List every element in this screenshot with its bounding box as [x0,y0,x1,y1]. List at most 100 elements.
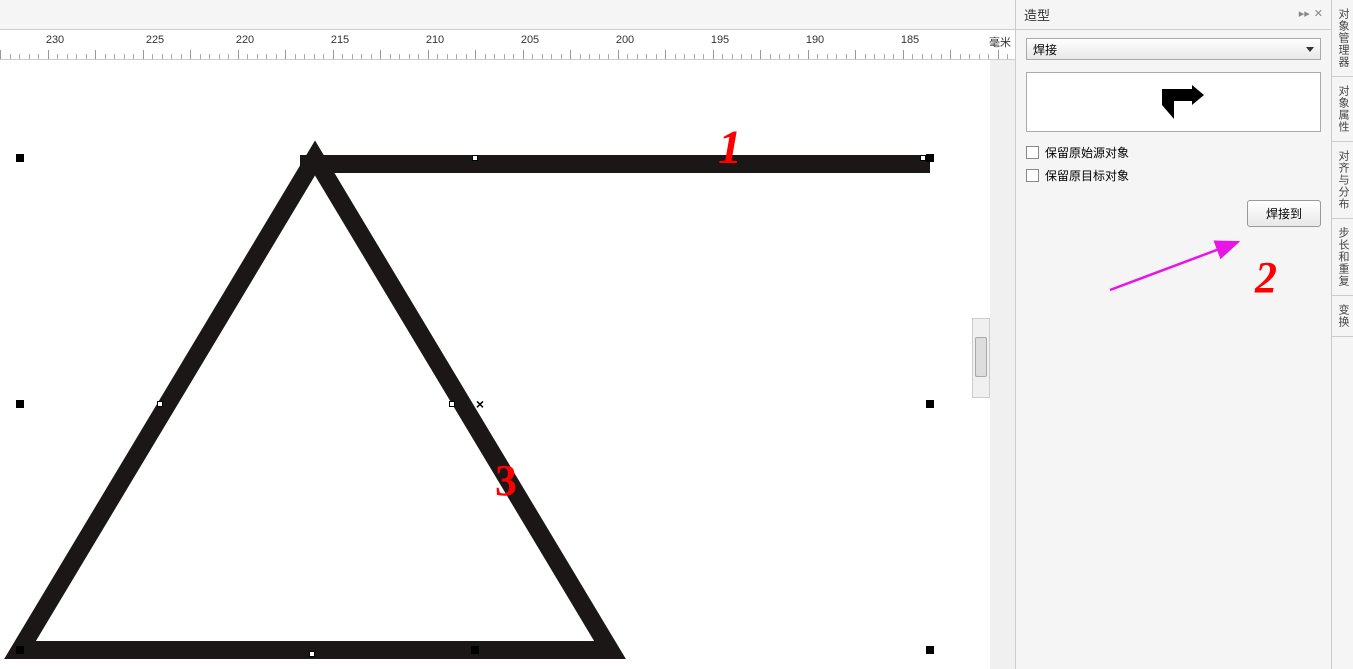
canvas-area[interactable]: ×13 [0,60,990,669]
ruler-tick [86,54,87,59]
selection-mid-handle[interactable] [309,651,315,657]
selection-mid-handle[interactable] [472,155,478,161]
selection-handle[interactable] [926,646,934,654]
ruler-tick-label: 185 [901,34,919,46]
ruler-tick [884,54,885,59]
keep-target-checkbox[interactable] [1026,169,1039,182]
ruler-tick [29,54,30,59]
ruler-tick [532,54,533,59]
ruler-tick [684,54,685,59]
ruler-tick [152,54,153,59]
selection-center-marker[interactable]: × [476,396,484,412]
ruler-tick [846,54,847,59]
chevron-down-icon [1306,47,1314,52]
selection-mid-handle[interactable] [449,401,455,407]
ruler-tick [380,50,381,59]
ruler-tick [827,54,828,59]
vtab-2[interactable]: 对齐与分布 [1332,142,1353,219]
preview-arrow-icon [1144,85,1204,119]
scrollbar-thumb[interactable] [975,337,987,377]
keep-source-checkbox[interactable] [1026,146,1039,159]
vtab-3[interactable]: 步长和重复 [1332,219,1353,296]
triangle-shape[interactable] [20,158,610,650]
ruler-tick [390,54,391,59]
ruler-tick [893,54,894,59]
keep-source-label: 保留原始源对象 [1045,144,1129,161]
ruler-tick [656,54,657,59]
keep-source-checkbox-row[interactable]: 保留原始源对象 [1026,144,1321,161]
ruler-tick [209,54,210,59]
vtab-4[interactable]: 变换 [1332,296,1353,337]
panel-close-icon[interactable]: ✕ [1314,9,1323,20]
ruler-tick [865,54,866,59]
ruler-tick [561,54,562,59]
ruler-tick-label: 225 [146,34,164,46]
weld-to-button[interactable]: 焊接到 [1247,200,1321,227]
shaping-mode-dropdown[interactable]: 焊接 [1026,38,1321,60]
selection-handle[interactable] [16,646,24,654]
horizontal-ruler: 毫米 230225220215210205200195190185 [0,30,1015,60]
vtab-0[interactable]: 对象管理器 [1332,0,1353,77]
ruler-tick [257,54,258,59]
ruler-tick [352,54,353,59]
keep-target-checkbox-row[interactable]: 保留原目标对象 [1026,167,1321,184]
selection-handle[interactable] [16,400,24,408]
ruler-tick [922,54,923,59]
canvas-scrollbar[interactable] [972,318,990,398]
panel-collapse-icon[interactable]: ▸▸ [1299,9,1310,20]
ruler-tick [219,54,220,59]
selection-handle[interactable] [471,646,479,654]
ruler-tick [323,54,324,59]
ruler-tick [979,54,980,59]
ruler-tick [266,54,267,59]
ruler-tick [276,54,277,59]
ruler-tick [361,54,362,59]
ruler-tick [836,54,837,59]
ruler-tick [903,50,904,59]
ruler-tick [342,54,343,59]
selection-handle[interactable] [16,154,24,162]
ruler-tick [570,50,571,59]
ruler-tick [333,50,334,59]
ruler-tick [247,54,248,59]
ruler-tick [513,54,514,59]
selection-handle[interactable] [926,400,934,408]
ruler-tick [798,54,799,59]
ruler-tick [950,50,951,59]
ruler-tick [314,54,315,59]
ruler-tick [494,54,495,59]
ruler-tick [618,50,619,59]
ruler-tick [475,50,476,59]
vtab-1[interactable]: 对象属性 [1332,77,1353,142]
ruler-tick [770,54,771,59]
ruler-tick [874,54,875,59]
ruler-tick [466,54,467,59]
ruler-tick [523,50,524,59]
ruler-tick [665,50,666,59]
ruler-tick [10,54,11,59]
selection-mid-handle[interactable] [920,155,926,161]
ruler-units-label: 毫米 [989,34,1011,50]
panel-header: 造型 ▸▸ ✕ [1016,0,1331,30]
ruler-tick [48,50,49,59]
ruler-tick [551,54,552,59]
ruler-tick [124,54,125,59]
ruler-tick [399,54,400,59]
ruler-tick [741,54,742,59]
ruler-tick [732,54,733,59]
ruler-tick [0,50,1,59]
ruler-tick [969,54,970,59]
ruler-tick [817,54,818,59]
ruler-tick [912,54,913,59]
selection-handle[interactable] [926,154,934,162]
ruler-tick [409,54,410,59]
ruler-tick [162,54,163,59]
ruler-tick [67,54,68,59]
shaping-panel: 造型 ▸▸ ✕ 焊接 保留原始源对象 保留原目标对象 焊接到 [1015,0,1331,669]
ruler-tick [988,54,989,59]
selection-mid-handle[interactable] [157,401,163,407]
ruler-tick [713,50,714,59]
ruler-tick [751,54,752,59]
ruler-tick [190,50,191,59]
ruler-tick [285,50,286,59]
